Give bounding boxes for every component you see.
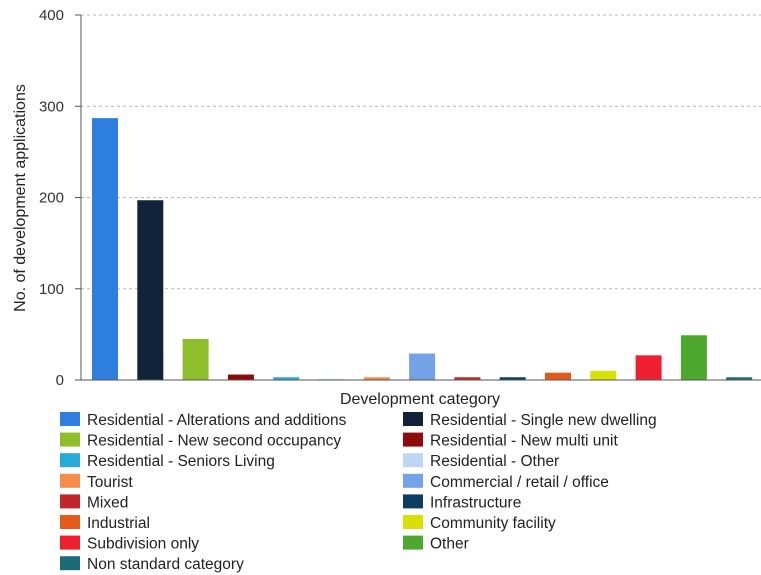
legend-swatch-4	[403, 432, 423, 447]
legend-label-9: Mixed	[87, 494, 128, 511]
legend-swatch-10	[403, 494, 423, 509]
legend-label-6: Residential - Other	[430, 453, 559, 470]
legend-swatch-6	[403, 453, 423, 468]
bar-5	[273, 377, 300, 380]
y-axis-label: No. of development applications	[12, 84, 29, 312]
legend-swatch-7	[60, 473, 80, 488]
bar-1	[92, 118, 118, 381]
bar-7	[363, 377, 390, 380]
bars	[92, 118, 753, 381]
legend-swatch-12	[403, 515, 423, 529]
legend-swatch-8	[403, 473, 423, 488]
bar-10	[499, 377, 526, 380]
legend-swatch-11	[60, 515, 80, 529]
bar-8	[409, 353, 436, 380]
bar-12	[590, 370, 617, 380]
legend-label-1: Residential - Alterations and additions	[87, 412, 347, 429]
legend: Residential - Alterations and additions R…	[60, 412, 657, 573]
legend-swatch-1	[60, 412, 80, 426]
legend-swatch-5	[60, 453, 80, 468]
legend-label-7: Tourist	[87, 474, 133, 491]
legend-swatch-13	[60, 535, 80, 550]
bar-3	[182, 338, 209, 380]
legend-swatch-3	[60, 432, 80, 447]
legend-label-10: Infrastructure	[430, 494, 521, 511]
legend-swatch-14	[403, 535, 423, 550]
legend-label-11: Industrial	[87, 515, 150, 532]
gridlines	[81, 14, 761, 290]
bar-13	[635, 355, 662, 380]
legend-swatch-15	[60, 556, 80, 571]
x-axis-label: Development category	[340, 391, 500, 408]
y-tick-label-200: 200	[39, 190, 64, 207]
bar-11	[545, 372, 571, 380]
bar-15	[726, 377, 753, 380]
bar-4	[227, 374, 254, 380]
bar-9	[454, 377, 481, 380]
legend-label-12: Community facility	[430, 515, 556, 532]
legend-swatch-9	[60, 494, 80, 509]
legend-label-13: Subdivision only	[87, 536, 199, 553]
legend-label-3: Residential - New second occupancy	[87, 433, 341, 450]
axes	[75, 14, 761, 381]
legend-label-15: Non standard category	[87, 556, 244, 573]
y-tick-label-400: 400	[39, 7, 64, 24]
bar-2	[137, 200, 164, 380]
legend-label-4: Residential - New multi unit	[430, 433, 618, 450]
legend-label-14: Other	[430, 536, 469, 553]
legend-label-2: Residential - Single new dwelling	[430, 412, 657, 429]
y-tick-label-0: 0	[56, 372, 64, 389]
y-tick-label-300: 300	[39, 98, 64, 115]
y-tick-label-100: 100	[39, 281, 64, 298]
legend-label-5: Residential - Seniors Living	[87, 453, 275, 470]
legend-label-8: Commercial / retail / office	[430, 474, 609, 491]
y-tick-labels: 0 100 200 300 400	[39, 7, 64, 389]
legend-swatch-2	[403, 412, 423, 426]
bar-14	[680, 335, 707, 380]
